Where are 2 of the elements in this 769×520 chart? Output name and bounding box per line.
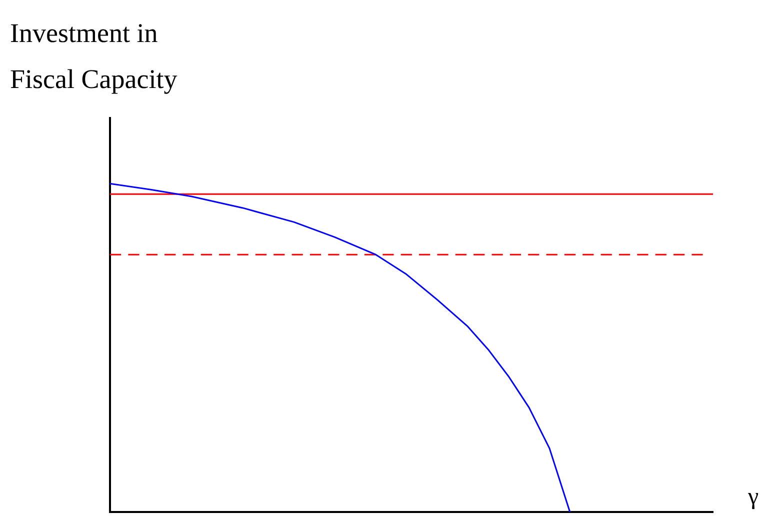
- y-axis-title: Investment in Fiscal Capacity: [10, 17, 178, 96]
- x-axis-title: γ: [748, 484, 759, 511]
